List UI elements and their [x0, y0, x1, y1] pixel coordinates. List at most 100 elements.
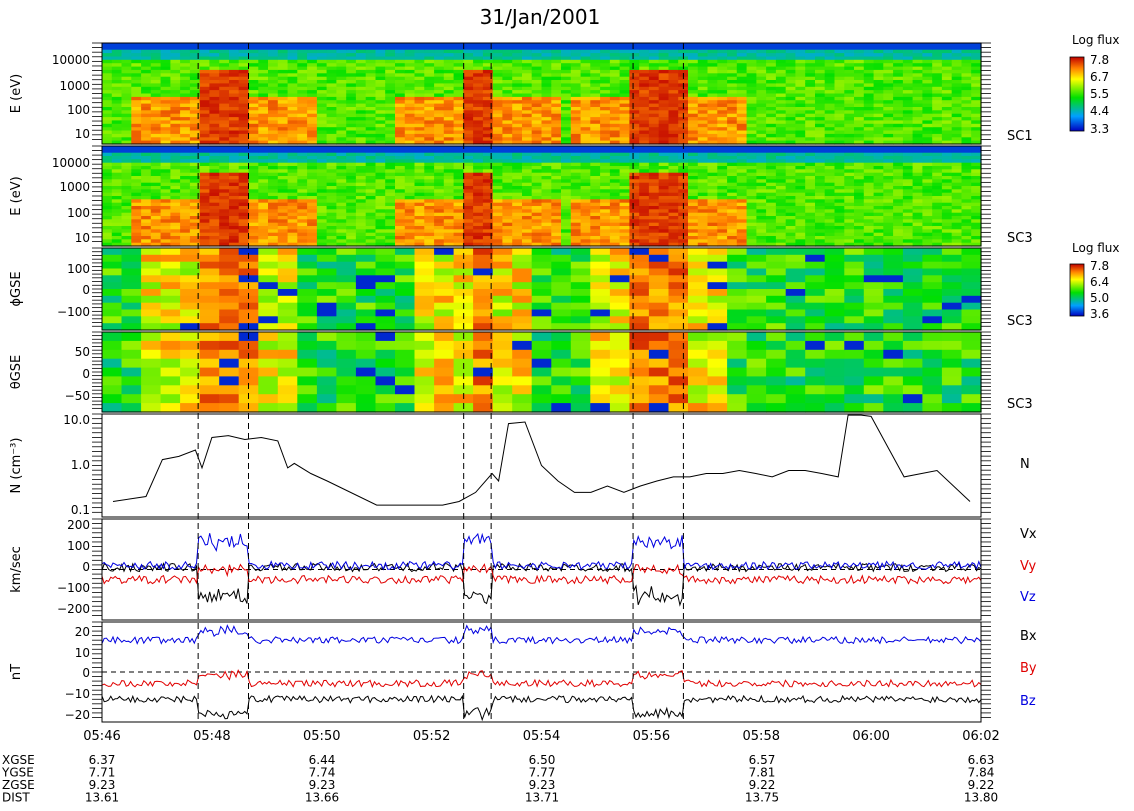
heatmap-cell	[502, 149, 513, 154]
heatmap-cell	[707, 209, 718, 214]
heatmap-cell	[492, 56, 504, 61]
heatmap-cell	[316, 123, 328, 128]
heatmap-cell	[424, 199, 435, 204]
heatmap-cell	[522, 239, 533, 244]
heatmap-cell	[805, 76, 816, 81]
heatmap-cell	[902, 130, 914, 135]
heatmap-cell	[561, 189, 572, 194]
heatmap-cell	[609, 43, 621, 47]
heatmap-cell	[365, 83, 377, 88]
heatmap-cell	[502, 199, 513, 204]
heatmap-cell	[434, 100, 445, 105]
heatmap-cell	[824, 179, 836, 184]
heatmap-cell	[121, 73, 132, 78]
heatmap-cell	[141, 53, 152, 58]
heatmap-cell	[883, 130, 894, 135]
heatmap-cell	[971, 133, 982, 138]
heatmap-cell	[600, 179, 611, 184]
heatmap-cell	[795, 123, 806, 128]
heatmap-cell	[307, 63, 318, 68]
heatmap-cell	[434, 110, 445, 115]
heatmap-cell	[902, 120, 914, 125]
heatmap-cell	[102, 80, 113, 84]
heatmap-cell	[688, 107, 699, 111]
heatmap-cell	[570, 199, 582, 204]
heatmap-cell	[883, 73, 894, 78]
heatmap-cell	[258, 152, 269, 157]
heatmap-cell	[736, 229, 748, 234]
heatmap-cell	[502, 66, 513, 71]
heatmap-cell	[297, 49, 308, 54]
heatmap-cell	[815, 110, 826, 115]
heatmap-cell	[863, 63, 875, 68]
heatmap-cell	[561, 120, 572, 125]
heatmap-cell	[434, 169, 445, 174]
heatmap-cell	[736, 192, 748, 197]
heatmap-cell	[707, 152, 718, 157]
heatmap-cell	[326, 113, 337, 118]
heatmap-cell	[385, 149, 396, 154]
heatmap-cell	[824, 209, 836, 214]
heatmap-cell	[561, 43, 572, 47]
heatmap-cell	[453, 216, 464, 220]
heatmap-cell	[307, 236, 318, 240]
heatmap-cell	[463, 169, 474, 174]
heatmap-cell	[570, 242, 582, 247]
heatmap-cell	[609, 242, 621, 247]
heatmap-cell	[766, 127, 777, 132]
heatmap-cell	[404, 149, 416, 154]
heatmap-cell	[512, 113, 523, 118]
heatmap-cell	[209, 56, 220, 61]
heatmap-cell	[365, 103, 377, 108]
heatmap-cell	[219, 172, 230, 177]
heatmap-cell	[102, 156, 113, 160]
heatmap-cell	[199, 120, 211, 125]
heatmap-cell	[385, 49, 396, 54]
heatmap-cell	[316, 172, 328, 177]
heatmap-cell	[541, 123, 552, 128]
heatmap-cell	[932, 90, 943, 95]
heatmap-cell	[189, 166, 201, 170]
heatmap-cell	[893, 46, 904, 51]
heatmap-cell	[229, 146, 240, 150]
heatmap-cell	[727, 192, 738, 197]
heatmap-cell	[805, 162, 816, 167]
heatmap-cell	[824, 53, 836, 58]
heatmap-cell	[121, 156, 132, 160]
heatmap-cell	[434, 182, 445, 187]
heatmap-cell	[170, 83, 181, 88]
heatmap-cell	[473, 103, 484, 108]
heatmap-cell	[238, 169, 250, 174]
heatmap-cell	[375, 80, 386, 84]
heatmap-cell	[893, 133, 904, 138]
heatmap-cell	[580, 117, 591, 122]
heatmap-cell	[121, 130, 132, 135]
heatmap-cell	[893, 49, 904, 54]
heatmap-cell	[570, 69, 582, 74]
heatmap-cell	[580, 149, 591, 154]
heatmap-cell	[297, 96, 308, 101]
heatmap-cell	[785, 137, 797, 142]
heatmap-cell	[277, 202, 289, 207]
heatmap-cell	[834, 110, 845, 115]
heatmap-cell	[531, 149, 543, 154]
heatmap-cell	[287, 137, 298, 142]
heatmap-cell	[766, 169, 777, 174]
heatmap-cell	[414, 43, 425, 47]
heatmap-cell	[131, 189, 142, 194]
heatmap-cell	[424, 182, 435, 187]
heatmap-cell	[248, 127, 259, 132]
heatmap-cell	[815, 179, 826, 184]
heatmap-cell	[150, 59, 162, 64]
heatmap-cell	[375, 209, 386, 214]
heatmap-cell	[551, 130, 562, 135]
heatmap-cell	[209, 76, 220, 81]
heatmap-cell	[258, 130, 269, 135]
heatmap-cell	[219, 130, 230, 135]
heatmap-cell	[756, 192, 767, 197]
heatmap-cell	[131, 162, 142, 167]
heatmap-cell	[707, 236, 718, 240]
heatmap-cell	[336, 93, 347, 98]
heatmap-cell	[941, 96, 953, 101]
heatmap-cell	[189, 189, 201, 194]
